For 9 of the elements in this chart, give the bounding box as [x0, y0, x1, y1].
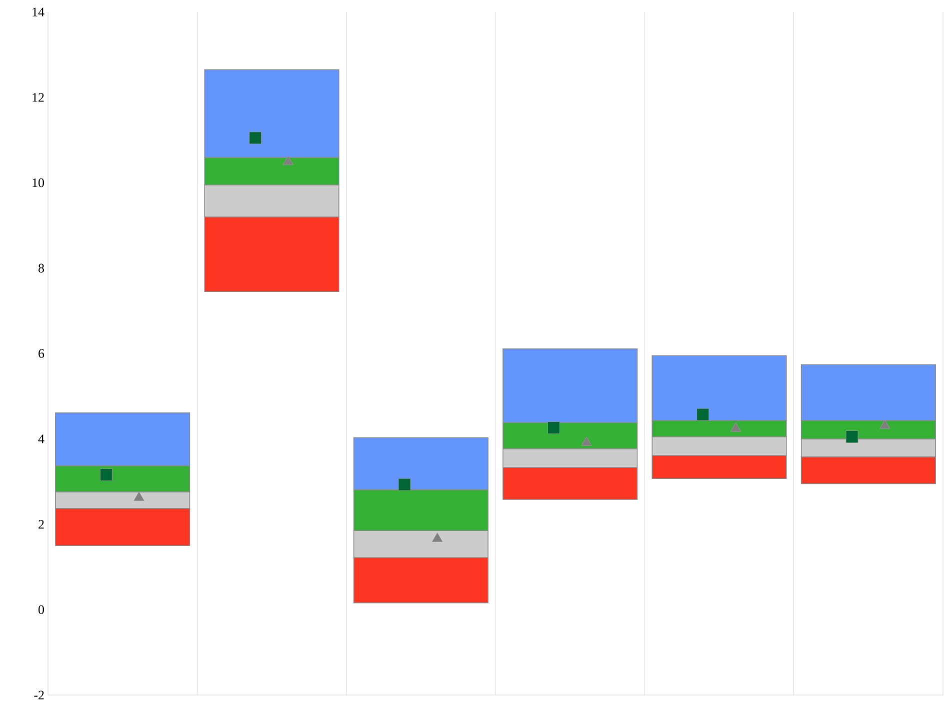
y-tick-label: 12: [32, 93, 44, 102]
y-tick-label: 6: [38, 349, 44, 358]
y-tick-label: 2: [38, 520, 44, 529]
y-tick-label: 0: [38, 605, 44, 614]
y-tick-label: 10: [32, 178, 44, 188]
y-tick-label: 14: [32, 8, 44, 16]
y-tick-label: 4: [38, 434, 44, 444]
y-tick-label: 8: [38, 264, 44, 272]
y-tick-label: -2: [34, 690, 44, 700]
